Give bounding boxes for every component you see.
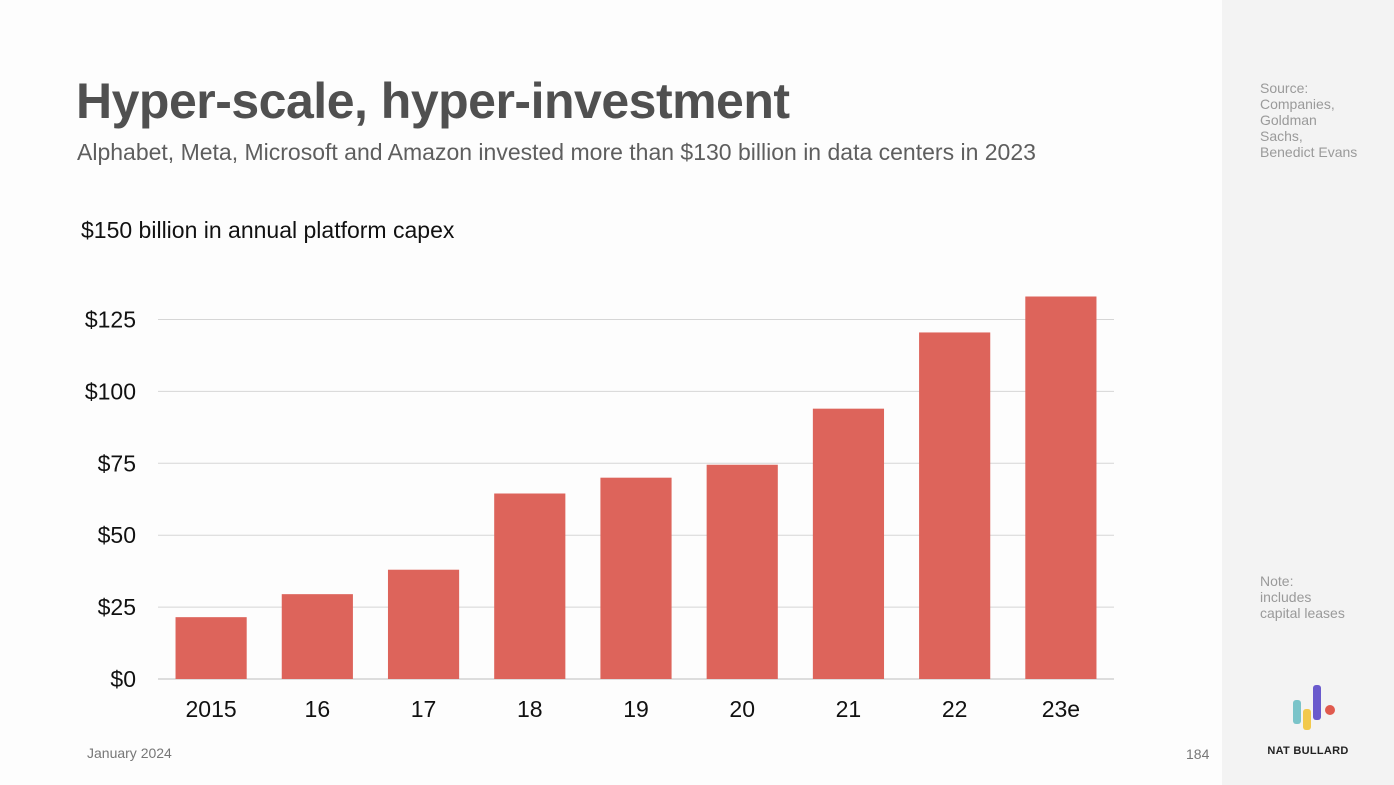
y-tick-label: $100 bbox=[85, 378, 136, 404]
bar bbox=[1025, 296, 1097, 679]
x-tick-label: 16 bbox=[305, 696, 331, 722]
bar bbox=[919, 332, 991, 679]
bar bbox=[281, 594, 353, 679]
note-label: Note: bbox=[1260, 573, 1294, 589]
y-tick-label: $50 bbox=[98, 522, 136, 548]
footer-date: January 2024 bbox=[87, 745, 172, 761]
bar bbox=[812, 408, 885, 679]
x-tick-label: 18 bbox=[517, 696, 543, 722]
bar bbox=[387, 569, 460, 679]
source-line: Benedict Evans bbox=[1260, 144, 1358, 160]
footnote: Note: includes capital leases bbox=[1260, 573, 1388, 621]
y-tick-label: $0 bbox=[110, 666, 136, 692]
slide-main: Hyper-scale, hyper-investment Alphabet, … bbox=[76, 73, 1210, 762]
source-line: Goldman bbox=[1260, 112, 1317, 128]
sidebar: Source: Companies, Goldman Sachs, Benedi… bbox=[1222, 0, 1394, 785]
source-note: Source: Companies, Goldman Sachs, Benedi… bbox=[1260, 80, 1388, 160]
brand-name: NAT BULLARD bbox=[1267, 745, 1349, 757]
note-line: includes bbox=[1260, 589, 1312, 605]
x-tick-label: 22 bbox=[942, 696, 968, 722]
x-tick-label: 2015 bbox=[186, 696, 237, 722]
x-tick-label: 17 bbox=[411, 696, 437, 722]
y-tick-label: $125 bbox=[85, 307, 136, 333]
bar bbox=[706, 464, 778, 679]
slide-title: Hyper-scale, hyper-investment bbox=[76, 73, 790, 129]
brand-logo-icon bbox=[1293, 685, 1335, 730]
bar-chart: $0 $25 $50 $75 $100 $125 2015 16 17 18 19 20 21 22 23e bbox=[85, 296, 1114, 722]
source-label: Source: bbox=[1260, 80, 1309, 96]
source-line: Sachs, bbox=[1260, 128, 1303, 144]
slide-subtitle: Alphabet, Meta, Microsoft and Amazon inv… bbox=[77, 139, 1036, 165]
x-tick-label: 19 bbox=[623, 696, 649, 722]
y-tick-label: $25 bbox=[98, 594, 136, 620]
bar bbox=[175, 617, 247, 679]
x-tick-label: 21 bbox=[836, 696, 862, 722]
bar bbox=[600, 477, 672, 679]
bar bbox=[494, 493, 566, 679]
y-tick-label: $75 bbox=[98, 450, 136, 476]
page-number: 184 bbox=[1186, 746, 1210, 762]
x-tick-label: 23e bbox=[1042, 696, 1080, 722]
source-line: Companies, bbox=[1260, 96, 1335, 112]
chart-title: $150 billion in annual platform capex bbox=[81, 217, 455, 243]
x-tick-label: 20 bbox=[729, 696, 755, 722]
note-line: capital leases bbox=[1260, 605, 1345, 621]
